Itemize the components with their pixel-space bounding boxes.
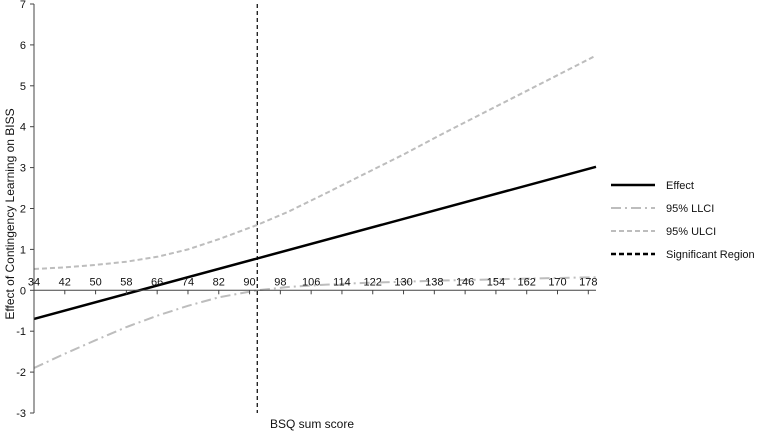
- y-tick-label: -1: [16, 326, 26, 338]
- x-tick-label: 146: [456, 276, 474, 288]
- y-tick-label: 6: [20, 40, 26, 52]
- x-tick-label: 82: [213, 276, 225, 288]
- y-tick-label: 3: [20, 163, 26, 175]
- x-tick-label: 170: [548, 276, 566, 288]
- legend-label-significant-region: Significant Region: [666, 249, 755, 261]
- y-tick-label: 5: [20, 81, 26, 93]
- x-axis-title: BSQ sum score: [270, 417, 354, 431]
- x-tick-label: 130: [394, 276, 412, 288]
- y-tick-label: 0: [20, 285, 26, 297]
- x-tick-label: 138: [425, 276, 443, 288]
- x-tick-label: 50: [89, 276, 101, 288]
- x-tick-label: 74: [182, 276, 194, 288]
- x-tick-label: 34: [28, 276, 40, 288]
- x-tick-label: 162: [518, 276, 536, 288]
- x-tick-label: 114: [333, 276, 351, 288]
- y-tick-label: -2: [16, 367, 26, 379]
- plot-area: [33, 4, 597, 413]
- x-tick-label: 178: [579, 276, 597, 288]
- y-tick-label: 4: [20, 122, 26, 134]
- x-tick-label: 42: [59, 276, 71, 288]
- effect-line: [33, 165, 597, 321]
- legend-label-effect: Effect: [666, 180, 694, 192]
- llci-line: [33, 276, 597, 369]
- x-tick-label: 90: [243, 276, 255, 288]
- x-tick-label: 66: [151, 276, 163, 288]
- x-tick-label: 98: [274, 276, 286, 288]
- ulci-line: [33, 54, 597, 270]
- legend-label-ulci: 95% ULCI: [666, 226, 716, 238]
- x-tick-label: 58: [120, 276, 132, 288]
- legend: Effect 95% LLCI 95% ULCI Significant Reg…: [611, 180, 755, 261]
- axes: [30, 3, 596, 414]
- legend-label-llci: 95% LLCI: [666, 203, 714, 215]
- x-tick-label: 106: [302, 276, 320, 288]
- y-tick-label: -3: [16, 408, 26, 420]
- x-tick-label: 122: [364, 276, 382, 288]
- y-axis-title: Effect of Contingency Learning on BISS: [3, 108, 17, 319]
- y-tick-label: 7: [20, 0, 26, 11]
- y-tick-label: 1: [20, 244, 26, 256]
- y-tick-label: 2: [20, 204, 26, 216]
- x-tick-label: 154: [487, 276, 505, 288]
